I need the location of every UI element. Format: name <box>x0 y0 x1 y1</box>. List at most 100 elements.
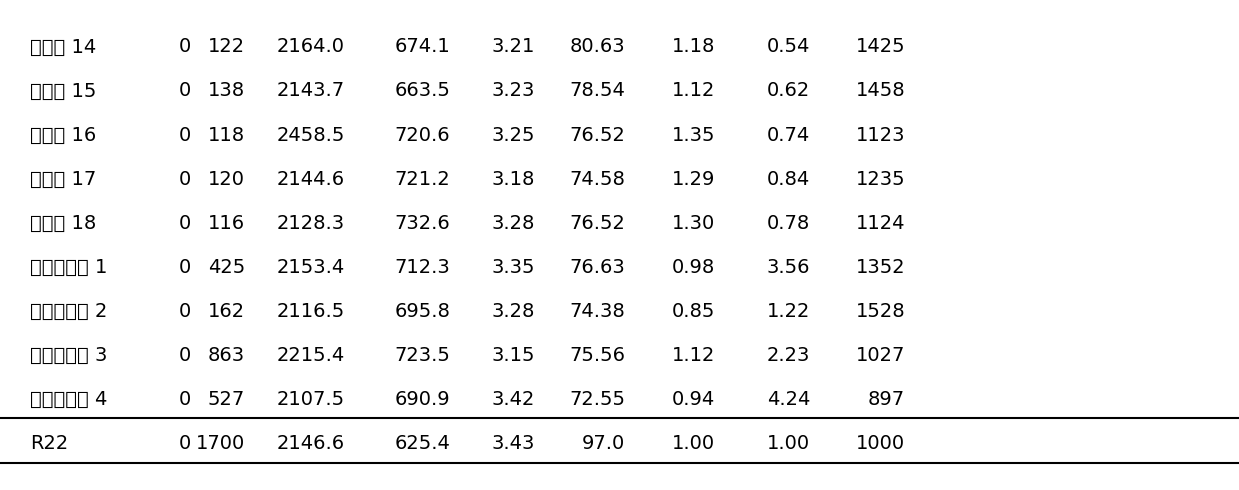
Text: 74.38: 74.38 <box>569 301 624 320</box>
Text: 3.21: 3.21 <box>492 38 535 56</box>
Text: 0.94: 0.94 <box>672 390 715 409</box>
Text: R22: R22 <box>30 434 68 452</box>
Text: 2215.4: 2215.4 <box>276 345 344 365</box>
Text: 2144.6: 2144.6 <box>276 170 344 189</box>
Text: 0: 0 <box>178 390 191 409</box>
Text: 116: 116 <box>208 214 245 232</box>
Text: 0: 0 <box>178 434 191 452</box>
Text: 实施例 18: 实施例 18 <box>30 214 97 232</box>
Text: 4.24: 4.24 <box>767 390 810 409</box>
Text: 1.35: 1.35 <box>672 125 715 145</box>
Text: 723.5: 723.5 <box>394 345 450 365</box>
Text: 712.3: 712.3 <box>394 258 450 276</box>
Text: 实施例 16: 实施例 16 <box>30 125 97 145</box>
Text: 3.25: 3.25 <box>492 125 535 145</box>
Text: 0.84: 0.84 <box>767 170 810 189</box>
Text: 120: 120 <box>208 170 245 189</box>
Text: 78.54: 78.54 <box>569 81 624 100</box>
Text: 对比实施例 4: 对比实施例 4 <box>30 390 108 409</box>
Text: 0: 0 <box>178 345 191 365</box>
Text: 实施例 14: 实施例 14 <box>30 38 97 56</box>
Text: 897: 897 <box>867 390 904 409</box>
Text: 1027: 1027 <box>856 345 904 365</box>
Text: 663.5: 663.5 <box>394 81 450 100</box>
Text: 0.78: 0.78 <box>767 214 810 232</box>
Text: 3.23: 3.23 <box>492 81 535 100</box>
Text: 1.12: 1.12 <box>672 345 715 365</box>
Text: 实施例 15: 实施例 15 <box>30 81 97 100</box>
Text: 2146.6: 2146.6 <box>276 434 344 452</box>
Text: 0: 0 <box>178 214 191 232</box>
Text: 138: 138 <box>208 81 245 100</box>
Text: 0.74: 0.74 <box>767 125 810 145</box>
Text: 80.63: 80.63 <box>570 38 624 56</box>
Text: 1528: 1528 <box>855 301 904 320</box>
Text: 72.55: 72.55 <box>569 390 624 409</box>
Text: 3.28: 3.28 <box>492 301 535 320</box>
Text: 0: 0 <box>178 38 191 56</box>
Text: 1.30: 1.30 <box>672 214 715 232</box>
Text: 1235: 1235 <box>855 170 904 189</box>
Text: 0.98: 0.98 <box>672 258 715 276</box>
Text: 118: 118 <box>208 125 245 145</box>
Text: 2458.5: 2458.5 <box>276 125 344 145</box>
Text: 1124: 1124 <box>855 214 904 232</box>
Text: 97.0: 97.0 <box>582 434 624 452</box>
Text: 732.6: 732.6 <box>394 214 450 232</box>
Text: 0.54: 0.54 <box>767 38 810 56</box>
Text: 3.42: 3.42 <box>492 390 535 409</box>
Text: 0: 0 <box>178 301 191 320</box>
Text: 74.58: 74.58 <box>569 170 624 189</box>
Text: 0: 0 <box>178 125 191 145</box>
Text: 1.18: 1.18 <box>672 38 715 56</box>
Text: 2116.5: 2116.5 <box>276 301 344 320</box>
Text: 76.52: 76.52 <box>569 125 624 145</box>
Text: 162: 162 <box>208 301 245 320</box>
Text: 1123: 1123 <box>855 125 904 145</box>
Text: 1.12: 1.12 <box>672 81 715 100</box>
Text: 1.22: 1.22 <box>767 301 810 320</box>
Text: 3.35: 3.35 <box>492 258 535 276</box>
Text: 674.1: 674.1 <box>394 38 450 56</box>
Text: 76.52: 76.52 <box>569 214 624 232</box>
Text: 122: 122 <box>208 38 245 56</box>
Text: 1458: 1458 <box>855 81 904 100</box>
Text: 1000: 1000 <box>856 434 904 452</box>
Text: 0.62: 0.62 <box>767 81 810 100</box>
Text: 实施例 17: 实施例 17 <box>30 170 97 189</box>
Text: 527: 527 <box>208 390 245 409</box>
Text: 1700: 1700 <box>196 434 245 452</box>
Text: 3.28: 3.28 <box>492 214 535 232</box>
Text: 1.00: 1.00 <box>672 434 715 452</box>
Text: 2164.0: 2164.0 <box>278 38 344 56</box>
Text: 76.63: 76.63 <box>569 258 624 276</box>
Text: 1425: 1425 <box>855 38 904 56</box>
Text: 863: 863 <box>208 345 245 365</box>
Text: 721.2: 721.2 <box>394 170 450 189</box>
Text: 2107.5: 2107.5 <box>276 390 344 409</box>
Text: 3.15: 3.15 <box>492 345 535 365</box>
Text: 1.00: 1.00 <box>767 434 810 452</box>
Text: 0: 0 <box>178 170 191 189</box>
Text: 2153.4: 2153.4 <box>276 258 344 276</box>
Text: 2128.3: 2128.3 <box>276 214 344 232</box>
Text: 1352: 1352 <box>855 258 904 276</box>
Text: 2143.7: 2143.7 <box>276 81 344 100</box>
Text: 425: 425 <box>208 258 245 276</box>
Text: 3.43: 3.43 <box>492 434 535 452</box>
Text: 1.29: 1.29 <box>672 170 715 189</box>
Text: 3.18: 3.18 <box>492 170 535 189</box>
Text: 对比实施例 2: 对比实施例 2 <box>30 301 108 320</box>
Text: 0: 0 <box>178 81 191 100</box>
Text: 对比实施例 1: 对比实施例 1 <box>30 258 108 276</box>
Text: 75.56: 75.56 <box>569 345 624 365</box>
Text: 695.8: 695.8 <box>394 301 450 320</box>
Text: 3.56: 3.56 <box>767 258 810 276</box>
Text: 0: 0 <box>178 258 191 276</box>
Text: 0.85: 0.85 <box>672 301 715 320</box>
Text: 2.23: 2.23 <box>767 345 810 365</box>
Text: 625.4: 625.4 <box>394 434 450 452</box>
Text: 720.6: 720.6 <box>394 125 450 145</box>
Text: 对比实施例 3: 对比实施例 3 <box>30 345 108 365</box>
Text: 690.9: 690.9 <box>394 390 450 409</box>
